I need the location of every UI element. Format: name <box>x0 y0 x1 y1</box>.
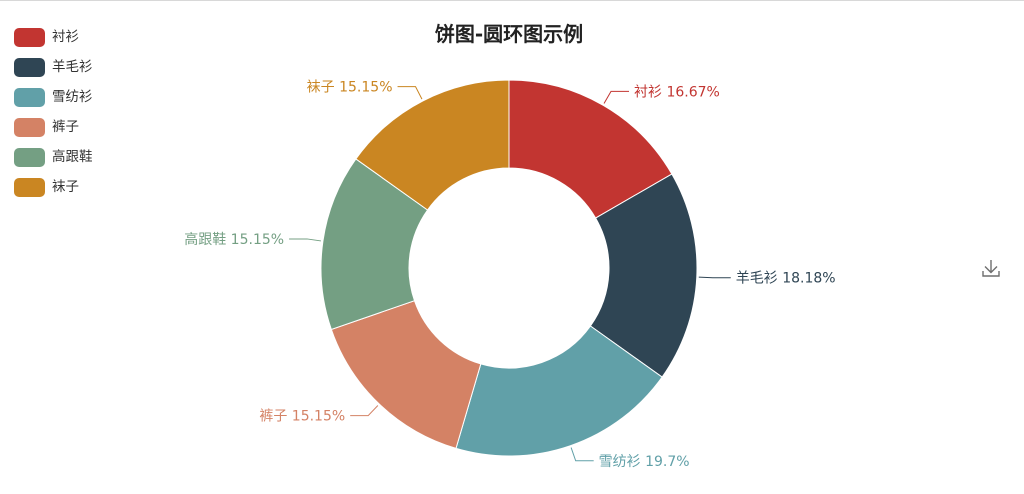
legend-swatch <box>14 57 45 77</box>
chart-legend: 衬衫羊毛衫雪纺衫裤子高跟鞋袜子 <box>14 22 93 202</box>
legend-label: 雪纺衫 <box>52 88 93 105</box>
label-leader-line <box>350 405 379 417</box>
label-leader-line <box>603 90 630 104</box>
pie-slice[interactable] <box>589 173 698 378</box>
pie-slice[interactable] <box>330 300 482 449</box>
chart-title: 饼图-圆环图示例 <box>435 22 583 46</box>
legend-item[interactable]: 高跟鞋 <box>14 142 93 172</box>
slice-data-label: 雪纺衫 19.7% <box>599 454 690 470</box>
slice-data-label: 袜子 15.15% <box>307 80 393 96</box>
legend-label: 裤子 <box>52 118 79 135</box>
pie-slice[interactable] <box>508 79 673 219</box>
legend-label: 袜子 <box>52 178 79 195</box>
pie-slice[interactable] <box>355 79 510 211</box>
download-icon[interactable] <box>980 257 1002 279</box>
label-leader-line <box>698 276 731 279</box>
legend-item[interactable]: 裤子 <box>14 112 93 142</box>
top-border <box>0 0 1024 1</box>
legend-swatch <box>14 147 45 167</box>
legend-swatch <box>14 87 45 107</box>
legend-item[interactable]: 羊毛衫 <box>14 52 93 82</box>
legend-swatch <box>14 177 45 197</box>
slice-data-label: 羊毛衫 18.18% <box>736 271 836 287</box>
legend-label: 羊毛衫 <box>52 58 93 75</box>
label-leader-line <box>570 447 594 462</box>
slice-data-label: 裤子 15.15% <box>259 409 345 425</box>
pie-slice[interactable] <box>455 325 663 457</box>
label-leader-line <box>289 238 322 242</box>
legend-item[interactable]: 袜子 <box>14 172 93 202</box>
legend-swatch <box>14 27 45 47</box>
slice-data-label: 衬衫 16.67% <box>634 84 720 100</box>
legend-label: 衬衫 <box>52 28 79 45</box>
label-leader-line <box>397 86 423 100</box>
legend-swatch <box>14 117 45 137</box>
legend-item[interactable]: 衬衫 <box>14 22 93 52</box>
legend-item[interactable]: 雪纺衫 <box>14 82 93 112</box>
slice-data-label: 高跟鞋 15.15% <box>184 231 284 248</box>
legend-label: 高跟鞋 <box>52 148 93 165</box>
